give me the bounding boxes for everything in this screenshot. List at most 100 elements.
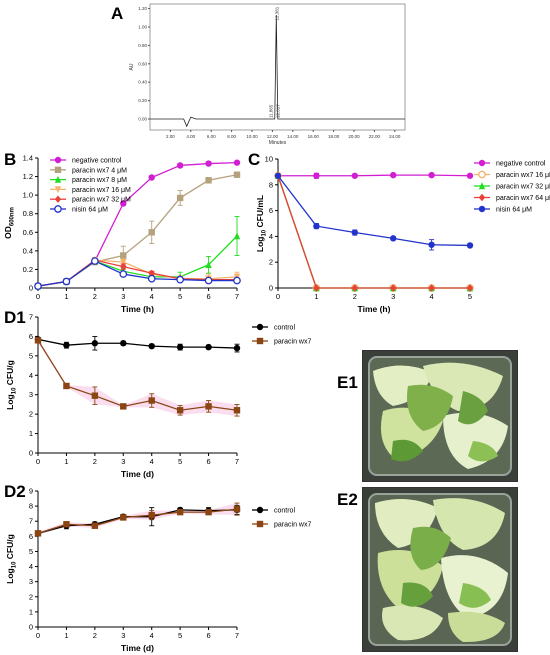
y-tick-label: 0.80 <box>138 43 147 48</box>
data-point <box>120 403 127 410</box>
y-tick-label: 0.00 <box>138 116 147 121</box>
x-tick-label: 4 <box>150 457 154 466</box>
series-line <box>37 260 237 287</box>
legend-label: paracin wx7 64 μM <box>496 195 550 202</box>
data-point <box>120 514 127 521</box>
data-point <box>351 284 358 292</box>
panel-label-e2: E2 <box>337 490 358 509</box>
data-point <box>233 276 241 285</box>
data-point <box>390 235 397 242</box>
y-tick-label: 5 <box>29 547 33 556</box>
data-point <box>205 160 212 167</box>
data-point <box>147 274 156 283</box>
y-tick-label: 6 <box>29 532 33 541</box>
x-tick-label: 18.00 <box>328 134 340 139</box>
legend-entry: paracin wx7 64 μM <box>474 193 550 202</box>
y-tick-label: 10 <box>265 155 273 164</box>
series-line <box>37 338 238 349</box>
data-point <box>428 241 435 248</box>
series-paracin-wx7 <box>34 502 241 537</box>
y-tick-label: 1.0 <box>23 191 33 200</box>
x-axis-title: Time (d) <box>121 469 154 479</box>
data-point <box>91 257 99 265</box>
data-point <box>176 194 184 202</box>
legend-label: paracin wx7 16 μM <box>72 187 131 194</box>
chart-b-growth: 0 1 2 3 4 5 6 7 0 0.2 0.4 0.6 0.8 1.0 1.2 1.4 Time (h) OD… <box>3 154 241 314</box>
data-point <box>233 407 241 414</box>
legend-label: negative control <box>496 161 546 168</box>
x-tick-label: 1 <box>314 292 318 301</box>
chart-d1-counts: 0 1 2 3 4 5 6 7 0 1 2 3 4 5 6 7 Time (d) Log10 CFU/g contr… <box>5 313 311 480</box>
legend-marker <box>478 193 486 202</box>
data-point <box>148 511 155 519</box>
y-tick-label: 7 <box>29 517 33 526</box>
plot-frame <box>149 3 406 131</box>
legend-label: paracin wx7 32 μM <box>496 184 550 191</box>
error-band <box>38 503 237 535</box>
legend-marker <box>478 182 486 190</box>
legend-marker <box>256 323 264 331</box>
data-point <box>148 342 155 350</box>
data-point <box>466 242 474 249</box>
legend-entry: nisin 64 μM <box>50 205 108 214</box>
x-axis-title: Time (h) <box>121 304 154 314</box>
legend-entry: negative control <box>50 156 122 165</box>
x-tick-label: 0 <box>36 292 40 301</box>
y-tick-label: 0 <box>269 284 273 293</box>
legend-marker <box>256 520 264 528</box>
peak-label: 12.381 <box>274 6 279 20</box>
x-tick-label: 6 <box>206 457 210 466</box>
panel-label-d2: D2 <box>4 482 26 501</box>
x-tick-label: 5 <box>178 292 182 301</box>
panel-label-e1: E1 <box>337 373 358 392</box>
x-tick-label: 2 <box>353 292 357 301</box>
data-point <box>120 258 127 266</box>
data-point <box>205 403 212 410</box>
y-axis-title: Log10 CFU/g <box>5 534 18 584</box>
legend-entry: control <box>252 506 295 515</box>
data-point <box>205 508 212 516</box>
y-tick-label: 8 <box>269 180 273 189</box>
chart-a-chromatogram: 2.00 4.00 6.00 8.00 10.00 12.00 14.00 16.00 18.0… <box>129 3 406 146</box>
legend-entry: negative control <box>474 159 546 168</box>
data-point <box>233 505 241 513</box>
data-point <box>274 172 282 179</box>
y-tick-label: 4 <box>29 371 33 380</box>
legend-label: control <box>274 508 295 515</box>
data-point <box>428 171 435 179</box>
x-tick-label: 2.00 <box>166 134 175 139</box>
data-point <box>204 276 213 285</box>
data-point <box>205 261 212 268</box>
data-point <box>233 344 241 352</box>
series-line <box>37 508 238 534</box>
x-tick-label: 5 <box>468 292 472 301</box>
x-tick-label: 20.00 <box>348 134 360 139</box>
y-tick-label: 9 <box>29 487 33 496</box>
x-tick-label: 16.00 <box>308 134 320 139</box>
x-axis-title: Minutes <box>269 140 287 146</box>
data-point <box>313 284 320 292</box>
x-tick-label: 6 <box>206 292 210 301</box>
x-tick-label: 4 <box>150 292 154 301</box>
legend-marker <box>478 205 486 213</box>
x-tick-label: 2 <box>93 292 97 301</box>
legend-marker <box>54 186 62 194</box>
x-tick-label: 10.00 <box>246 134 258 139</box>
x-tick-label: 0 <box>36 457 40 466</box>
x-tick-label: 5 <box>178 631 182 640</box>
data-point <box>390 171 397 179</box>
y-tick-label: 0.2 <box>23 265 33 274</box>
data-point <box>176 343 184 351</box>
legend-marker <box>256 337 264 345</box>
y-axis-title: AU <box>129 63 135 70</box>
series-line <box>277 175 470 289</box>
y-tick-label: 7 <box>29 313 33 322</box>
y-tick-label: 0.4 <box>23 246 33 255</box>
x-tick-label: 2 <box>93 457 97 466</box>
y-tick-label: 0 <box>29 284 33 293</box>
y-tick-label: 0.6 <box>23 228 33 237</box>
y-tick-label: 4 <box>269 232 273 241</box>
legend-label: paracin wx7 <box>274 339 311 346</box>
x-tick-label: 1 <box>64 631 68 640</box>
